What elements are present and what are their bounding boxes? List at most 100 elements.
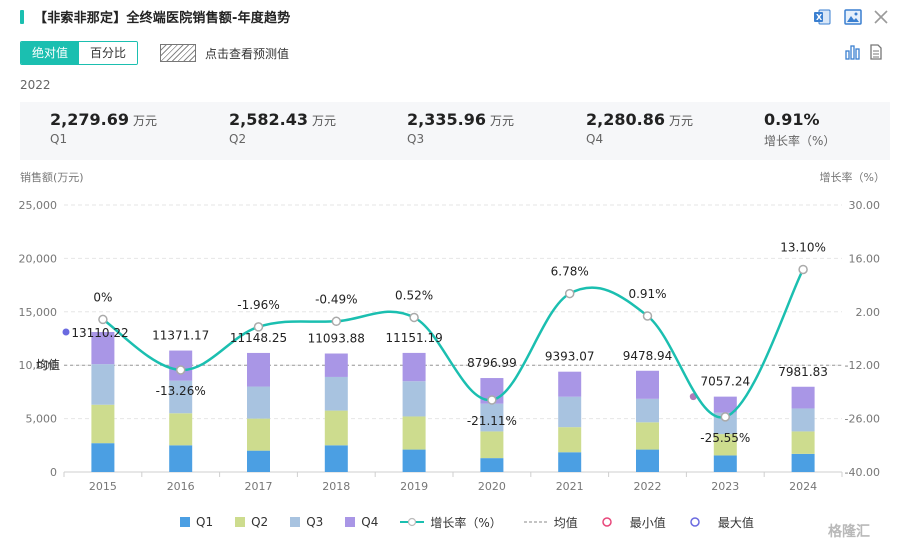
summary-unit: 万元 [132,114,157,128]
max-marker [62,328,70,336]
title-bar: 【非索非那定】全终端医院销售额-年度趋势 X [0,0,906,34]
summary-item-growth: 0.91% 增长率（%） [764,110,835,149]
legend-label: 最大值 [717,515,754,530]
absolute-value-button[interactable]: 绝对值 [21,42,80,64]
total-value-label: 8796.99 [467,356,517,370]
bar-q3 [169,380,193,414]
summary-unit: 万元 [311,114,336,128]
bar-q4 [713,396,737,413]
legend-item-q2[interactable]: Q2 [235,515,268,529]
value-mode-toggle: 绝对值 百分比 [20,41,139,65]
excel-export-icon[interactable]: X [812,7,832,27]
bar-q2 [480,431,504,459]
legend-item-min[interactable]: 最小值 [600,514,666,531]
legend-swatch-max [690,517,700,527]
legend-swatch-q1 [180,517,190,527]
bar-q1 [402,449,426,472]
bar-q4 [324,353,348,377]
growth-rate-line [102,268,805,419]
growth-rate-label: 0.91% [628,287,666,301]
close-icon[interactable] [871,7,891,27]
total-value-label: 9393.07 [545,350,595,364]
chart-title: 【非索非那定】全终端医院销售额-年度趋势 [34,11,291,26]
summary-item-q2: 2,582.43 万元 Q2 [229,110,336,146]
summary-value: 2,335.96 [407,110,486,129]
growth-rate-label: 0.52% [395,288,433,302]
growth-rate-point [175,365,186,375]
mean-label: 均值 [36,357,60,372]
bar-q2 [169,413,193,446]
growth-rate-point [487,395,497,405]
bar-q1 [247,450,270,472]
forecast-toggle[interactable]: 点击查看预测值 [160,42,289,64]
bar-q2 [247,418,270,451]
bar-q1 [324,445,348,472]
x-tick-label: 2023 [711,480,739,493]
total-value-label: 11371.17 [152,329,209,343]
y-tick-label: 25,000 [19,199,58,212]
x-tick-label: 2017 [245,480,273,493]
image-export-icon[interactable] [843,7,863,27]
summary-panel: 2,279.69 万元 Q1 2,582.43 万元 Q2 2,335.96 万元 Q… [20,102,890,160]
growth-rate-label: 13.10% [780,240,826,254]
y-tick-label: 5,000 [26,413,58,426]
legend-swatch-q2 [235,517,246,527]
forecast-hatch-swatch [160,44,196,62]
bar-q4 [402,352,426,382]
bar-q4 [791,386,815,409]
growth-rate-point [564,288,575,299]
bar-q3 [636,398,659,423]
legend-item-q1[interactable]: Q1 [180,515,213,529]
x-tick-label: 2024 [789,480,817,493]
chart-legend: Q1 Q2 Q3 Q4 增长率（%） 均值 最小值 最大值 [180,512,776,532]
growth-rate-point [98,314,108,325]
legend-label: Q4 [361,515,379,529]
bar-q4 [91,331,115,365]
legend-item-q3[interactable]: Q3 [290,515,323,529]
total-value-label: 11148.25 [230,331,287,345]
summary-item-q1: 2,279.69 万元 Q1 [50,110,157,146]
x-tick-label: 2015 [89,480,117,493]
legend-swatch-q4 [345,517,356,527]
summary-value: 0.91% [764,110,820,129]
summary-value: 2,280.86 [586,110,665,129]
bar-q1 [636,449,659,472]
summary-label: Q4 [586,132,604,146]
legend-item-q4[interactable]: Q4 [345,515,378,529]
summary-unit: 万元 [489,114,514,128]
y-tick-label: 20,000 [19,252,58,265]
y2-tick-label: 30.00 [849,199,881,212]
summary-item-q3: 2,335.96 万元 Q3 [407,110,514,146]
bar-q1 [169,445,193,472]
legend-item-mean[interactable]: 均值 [523,514,578,531]
summary-label: 增长率（%） [764,134,836,148]
legend-swatch-q3 [290,517,301,527]
summary-value: 2,582.43 [229,110,308,129]
bar-chart-icon[interactable] [843,43,863,63]
x-tick-label: 2019 [400,480,428,493]
bar-q2 [558,427,582,453]
legend-label: 最小值 [629,515,666,530]
bar-q1 [713,455,737,472]
bar-q2 [791,431,815,454]
legend-item-max[interactable]: 最大值 [688,514,754,531]
legend-item-growth[interactable]: 增长率（%） [400,514,502,531]
bar-q4 [558,371,582,397]
total-value-label: 7981.83 [778,365,828,379]
y2-tick-label: -12.00 [845,359,880,372]
x-tick-label: 2020 [478,480,506,493]
x-tick-label: 2018 [322,480,350,493]
legend-label: 增长率（%） [430,515,502,530]
document-icon[interactable] [867,43,887,63]
summary-value: 2,279.69 [50,110,129,129]
summary-item-q4: 2,280.86 万元 Q4 [586,110,693,146]
bar-q2 [402,416,426,450]
growth-rate-label: 0% [93,290,112,304]
summary-year: 2022 [20,78,51,92]
x-tick-label: 2022 [634,480,662,493]
growth-rate-point [720,412,731,422]
bar-q1 [558,452,582,472]
percentage-button[interactable]: 百分比 [79,42,138,64]
bar-q3 [91,364,115,405]
